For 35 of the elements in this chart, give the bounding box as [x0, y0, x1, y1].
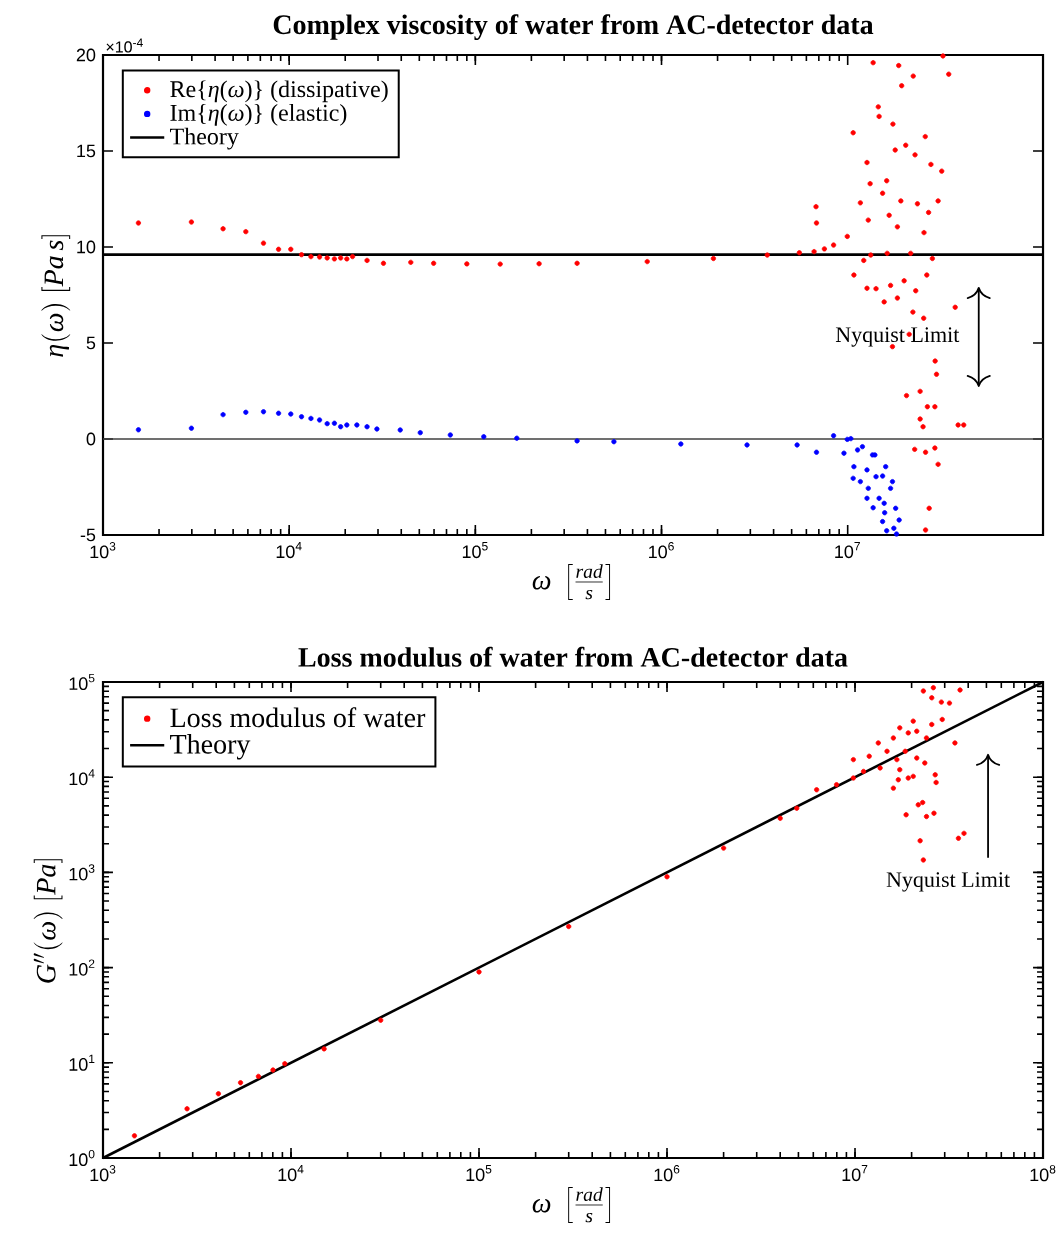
- x-tick-label: 10$^{7}$: [835, 542, 860, 559]
- x-tick-label: 10$^{4}$: [276, 542, 302, 559]
- y-tick-label: 10: [77, 240, 96, 254]
- y-tick-label: 15: [77, 144, 96, 158]
- x-axis-title: $\omega\ \left[\frac{rad}{s}\right]$: [532, 1186, 611, 1223]
- chart-title: Complex viscosity of water from AC-detector data: [273, 14, 874, 40]
- y-tick-label: 5: [86, 336, 96, 350]
- x-tick-label: 10$^{6}$: [649, 542, 674, 559]
- y-axis-title: $G''(\omega)\ [Pa]$: [33, 859, 63, 983]
- x-tick-label: 10$^{4}$: [278, 1165, 304, 1182]
- chart-title: Loss modulus of water from AC-detector data: [298, 646, 848, 667]
- text: ×10$^{-4}$: [106, 38, 143, 53]
- x-tick-label: 10$^{5}$: [466, 1165, 492, 1182]
- y-tick-label: 10$^{3}$: [69, 864, 95, 881]
- y-tick-label: -5: [80, 528, 96, 542]
- x-tick-label: 10$^{6}$: [654, 1165, 680, 1182]
- y-tick-label: 10$^{0}$: [69, 1149, 95, 1167]
- y-tick-label: 0: [86, 432, 96, 446]
- legend-label: Im{η(ω)} (elastic): [170, 104, 347, 126]
- y-tick-label: 10$^{2}$: [69, 959, 95, 976]
- legend-label: Theory: [170, 733, 251, 760]
- x-tick-label: 10$^{7}$: [842, 1165, 868, 1182]
- legend-label: Loss modulus of water: [170, 707, 426, 728]
- legend-label: Theory: [170, 127, 239, 150]
- y-tick-label: 10$^{4}$: [69, 769, 95, 786]
- y-tick-label: 20: [76, 48, 96, 62]
- legend-label: Re{η(ω)} (dissipative): [170, 80, 388, 103]
- y-tick-label: 10$^{1}$: [69, 1054, 95, 1071]
- x-tick-label: 10$^{8}$: [1030, 1165, 1056, 1182]
- y-tick-label: 10$^{5}$: [69, 673, 95, 691]
- annotation: Nyquist Limit: [886, 872, 1010, 892]
- y-axis-title: $\eta(\omega)\ [Pa\,s]$: [41, 235, 71, 357]
- x-axis-title: $\omega\ \left[\frac{rad}{s}\right]$: [532, 563, 611, 600]
- x-tick-label: 10$^{5}$: [462, 542, 488, 559]
- annotation: Nyquist Limit: [835, 327, 960, 347]
